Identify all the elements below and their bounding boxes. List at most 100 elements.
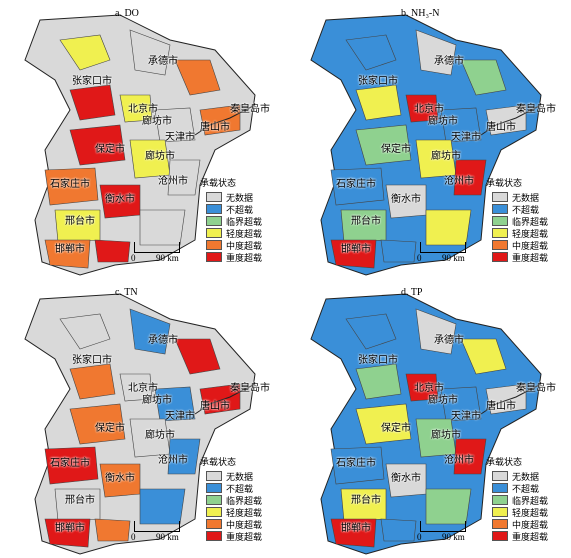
city-label-cangzhou: 沧州市 — [444, 176, 474, 187]
district-patch — [59, 313, 111, 350]
district-patch — [380, 518, 417, 542]
city-label-beijing: 北京市 — [414, 104, 444, 115]
city-label-langfang: 廊坊市 — [142, 116, 172, 127]
legend-item: 不超载 — [206, 203, 262, 216]
scale-bar: 0 90 km — [130, 242, 200, 264]
district-patch — [330, 518, 377, 548]
legend-item: 重度超载 — [206, 251, 262, 264]
panel-title: a. DO — [115, 8, 139, 19]
city-label-chengde: 承德市 — [434, 56, 464, 67]
city-label-hengshui: 衡水市 — [105, 194, 135, 205]
scale-bar: 0 90 km — [416, 242, 486, 264]
district-patch — [380, 239, 417, 263]
city-label-zhangjiakou: 张家口市 — [358, 355, 398, 366]
district-fills — [330, 29, 527, 269]
legend-item: 无数据 — [206, 470, 262, 483]
region-map — [24, 293, 256, 555]
city-label-tangshan: 唐山市 — [200, 401, 230, 412]
scale-bar: 0 90 km — [130, 521, 200, 543]
district-patch — [355, 84, 402, 121]
district-patch — [129, 308, 171, 355]
city-label-qinhuangdao: 秦皇岛市 — [516, 383, 556, 394]
legend-item: 无数据 — [206, 191, 262, 204]
coast-line — [480, 383, 542, 415]
district-patch — [69, 363, 116, 400]
legend-item: 中度超载 — [492, 518, 548, 531]
city-label-shijiazhuang: 石家庄市 — [50, 179, 90, 190]
district-patch — [94, 239, 131, 263]
city-label-baoding: 保定市 — [95, 144, 125, 155]
city-label-zhangjiakou: 张家口市 — [72, 76, 112, 87]
district-fills — [330, 308, 527, 548]
legend-item: 重度超载 — [492, 251, 548, 264]
legend-item: 临界超载 — [206, 215, 262, 228]
district-patch — [405, 94, 439, 123]
city-label-xingtai: 邢台市 — [351, 216, 381, 227]
district-patch — [44, 239, 91, 269]
legend-item: 轻度超载 — [492, 506, 548, 519]
district-patch — [415, 29, 457, 76]
city-label-hengshui: 衡水市 — [105, 473, 135, 484]
map-panel-tn: c. TN 承德市 张家口市 北京市 廊坊市 天津市 唐山市 秦皇岛市 保定市 … — [0, 279, 285, 558]
city-label-tianjin: 天津市 — [165, 132, 195, 143]
coast-line — [480, 104, 542, 136]
map-legend: 承载状态 无数据 不超载 临界超载 轻度超载 中度超载 重度超载 — [486, 176, 548, 264]
city-label-hengshui: 衡水市 — [391, 194, 421, 205]
district-patch — [44, 446, 99, 485]
district-patch — [345, 34, 397, 71]
city-label-beijing: 北京市 — [414, 383, 444, 394]
district-patch — [59, 34, 111, 71]
city-label-hengshui: 衡水市 — [391, 473, 421, 484]
district-patch — [44, 167, 99, 206]
city-label-tianjin: 天津市 — [451, 411, 481, 422]
coast-line — [194, 104, 256, 136]
legend-item: 轻度超载 — [492, 227, 548, 240]
city-label-qinhuangdao: 秦皇岛市 — [516, 104, 556, 115]
city-label-xingtai: 邢台市 — [65, 216, 95, 227]
city-label-baoding: 保定市 — [381, 423, 411, 434]
city-label-beijing: 北京市 — [128, 104, 158, 115]
district-patch — [440, 386, 482, 422]
district-patch — [119, 94, 153, 123]
district-patch — [154, 107, 196, 143]
panel-title: d. TP — [401, 287, 423, 298]
city-label-zhangjiakou: 张家口市 — [358, 76, 398, 87]
panel-title: b. NH₃-N — [401, 8, 440, 19]
district-patch — [69, 84, 116, 121]
district-patch — [355, 403, 412, 445]
city-label-cangzhou: 沧州市 — [158, 176, 188, 187]
district-patch — [453, 159, 487, 196]
coast-line — [194, 383, 256, 415]
legend-title: 承载状态 — [200, 458, 237, 468]
district-patch — [69, 403, 126, 445]
district-patch — [453, 438, 487, 475]
district-fills — [44, 29, 241, 269]
legend-item: 重度超载 — [492, 530, 548, 543]
city-label-chengde: 承德市 — [434, 335, 464, 346]
city-label-tangshan: 唐山市 — [486, 122, 516, 133]
district-patch — [355, 363, 402, 400]
city-label-langfang-2: 廊坊市 — [431, 430, 461, 441]
map-legend: 承载状态 无数据 不超载 临界超载 轻度超载 中度超载 重度超载 — [486, 455, 548, 543]
legend-title: 承载状态 — [486, 458, 523, 468]
region-map — [310, 293, 542, 555]
map-legend: 承载状态 无数据 不超载 临界超载 轻度超载 中度超载 重度超载 — [200, 455, 262, 543]
legend-item: 轻度超载 — [206, 506, 262, 519]
district-patch — [405, 373, 439, 402]
city-label-qinhuangdao: 秦皇岛市 — [230, 383, 270, 394]
city-label-langfang: 廊坊市 — [428, 116, 458, 127]
city-label-baoding: 保定市 — [381, 144, 411, 155]
district-patch — [167, 438, 201, 475]
district-patch — [119, 373, 153, 402]
district-patch — [44, 518, 91, 548]
legend-item: 临界超载 — [206, 494, 262, 507]
legend-title: 承载状态 — [486, 179, 523, 189]
city-label-tangshan: 唐山市 — [200, 122, 230, 133]
city-label-handan: 邯郸市 — [341, 244, 371, 255]
region-map — [310, 14, 542, 276]
legend-item: 中度超载 — [206, 239, 262, 252]
scale-bar: 0 90 km — [416, 521, 486, 543]
city-label-cangzhou: 沧州市 — [158, 455, 188, 466]
legend-item: 无数据 — [492, 470, 548, 483]
legend-item: 中度超载 — [206, 518, 262, 531]
